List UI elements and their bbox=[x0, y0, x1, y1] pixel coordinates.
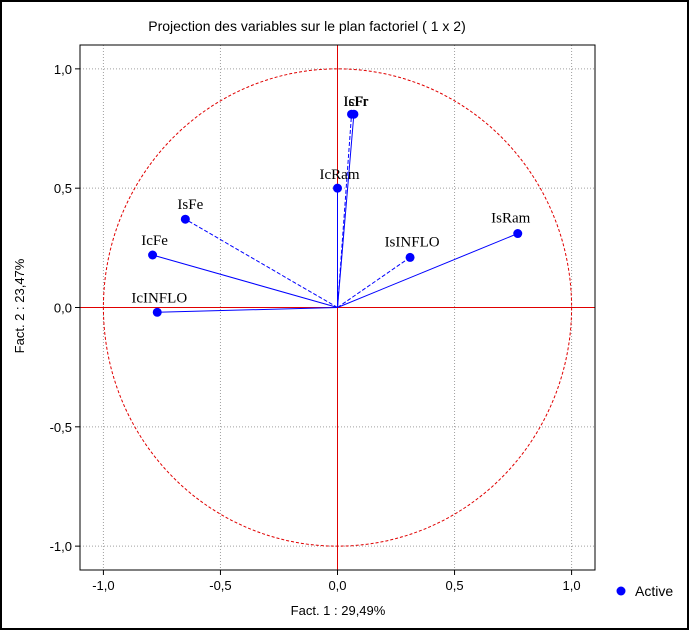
point-label-isram: IsRam bbox=[491, 211, 530, 227]
point-label-isfe: IsFe bbox=[177, 197, 203, 213]
vector-isram bbox=[337, 233, 518, 308]
point-icinflo bbox=[152, 307, 162, 317]
point-label-isfr: IsFr bbox=[343, 94, 367, 110]
point-isfe bbox=[180, 214, 190, 224]
x-axis-label: Fact. 1 : 29,49% bbox=[291, 603, 386, 618]
x-tick-label: 1,0 bbox=[563, 578, 581, 593]
y-tick-label: -1,0 bbox=[50, 539, 72, 554]
vector-isfe bbox=[185, 218, 338, 308]
y-tick-label: -0,5 bbox=[50, 420, 72, 435]
vector-icfe bbox=[152, 254, 338, 308]
point-label-isinflo: IsINFLO bbox=[385, 234, 440, 250]
vector-isinflo bbox=[337, 256, 411, 308]
point-isram bbox=[513, 229, 523, 239]
grid bbox=[75, 45, 595, 575]
point-label-icfe: IcFe bbox=[141, 233, 168, 249]
y-tick-label: 0,0 bbox=[54, 301, 72, 316]
chart-title: Projection des variables sur le plan fac… bbox=[148, 18, 465, 34]
point-label-icinflo: IcINFLO bbox=[131, 290, 187, 306]
point-icram bbox=[333, 183, 342, 193]
tick-labels: -1,0 -0,5 0,0 0,5 1,0 1,0 0,5 0,0 -0,5 -1,0 bbox=[50, 62, 581, 593]
x-tick-label: 0,5 bbox=[446, 578, 464, 593]
plot-area-border bbox=[79, 44, 596, 571]
point-icfe bbox=[148, 250, 158, 260]
point-isinflo bbox=[405, 252, 415, 262]
x-tick-label: -1,0 bbox=[92, 578, 114, 593]
legend-label: Active bbox=[635, 583, 673, 599]
legend-marker bbox=[616, 586, 626, 596]
y-tick-label: 1,0 bbox=[54, 62, 72, 77]
legend: Active bbox=[616, 583, 673, 599]
point-label-icram: IcRam bbox=[320, 167, 360, 183]
x-tick-label: -0,5 bbox=[209, 578, 231, 593]
vector-icinflo bbox=[157, 307, 338, 313]
y-tick-label: 0,5 bbox=[54, 181, 72, 196]
point-icfr bbox=[349, 109, 359, 119]
vector-layer bbox=[152, 114, 518, 313]
vector-icfr bbox=[337, 114, 355, 308]
y-axis-label: Fact. 2 : 23,47% bbox=[12, 258, 27, 353]
point-label-icfr: IcFr bbox=[343, 94, 368, 110]
x-tick-label: 0,0 bbox=[328, 578, 346, 593]
